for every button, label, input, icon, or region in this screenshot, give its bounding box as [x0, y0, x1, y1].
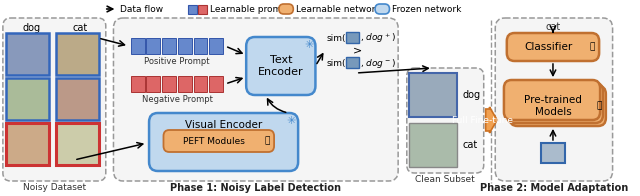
Text: 🔥: 🔥 [589, 43, 595, 52]
FancyBboxPatch shape [279, 4, 293, 14]
FancyBboxPatch shape [495, 18, 612, 181]
Text: Learnable prompt: Learnable prompt [210, 5, 291, 14]
Text: Classifier: Classifier [524, 42, 572, 52]
Text: Clean Subset: Clean Subset [415, 175, 475, 184]
FancyBboxPatch shape [3, 18, 106, 181]
Bar [6, 33, 49, 75]
Bar [56, 123, 99, 165]
FancyBboxPatch shape [149, 113, 298, 171]
Text: , $\mathit{dog}^+$): , $\mathit{dog}^+$) [360, 31, 396, 45]
Text: cat: cat [72, 23, 88, 33]
Text: Text
Encoder: Text Encoder [258, 55, 303, 77]
Text: dog: dog [463, 90, 481, 100]
Bar [6, 78, 49, 120]
Bar [59, 36, 96, 72]
Bar [147, 38, 160, 54]
FancyBboxPatch shape [375, 4, 390, 14]
Bar [9, 126, 46, 162]
Bar [147, 76, 160, 92]
Text: Phase 2: Model Adaptation: Phase 2: Model Adaptation [480, 183, 628, 193]
Text: Noisy Dataset: Noisy Dataset [23, 183, 86, 192]
Text: Full Fine-tune: Full Fine-tune [452, 115, 513, 124]
Text: $>$: $>$ [350, 46, 362, 56]
Bar [409, 73, 457, 117]
Bar [56, 78, 99, 120]
Text: Positive Prompt: Positive Prompt [144, 56, 210, 65]
Bar [162, 76, 176, 92]
Bar [209, 76, 223, 92]
Bar [131, 38, 145, 54]
Text: dog: dog [22, 23, 41, 33]
Text: cat: cat [545, 22, 561, 32]
Bar [9, 36, 46, 72]
Text: cat: cat [463, 140, 478, 150]
FancyBboxPatch shape [407, 68, 484, 173]
FancyBboxPatch shape [504, 80, 600, 120]
Bar [194, 76, 207, 92]
Bar [409, 123, 457, 167]
FancyBboxPatch shape [113, 18, 398, 181]
Text: Negative Prompt: Negative Prompt [141, 94, 212, 103]
Bar [194, 38, 207, 54]
Text: ✳: ✳ [287, 116, 296, 126]
Text: sim(: sim( [327, 58, 346, 67]
FancyBboxPatch shape [507, 83, 603, 123]
Bar [56, 33, 99, 75]
Text: Data flow: Data flow [120, 5, 163, 14]
Bar [9, 81, 46, 117]
Bar [346, 57, 358, 68]
Bar [189, 5, 197, 14]
Bar [59, 81, 96, 117]
Text: , $\mathit{dog}^-$): , $\mathit{dog}^-$) [360, 56, 396, 70]
FancyBboxPatch shape [507, 33, 599, 61]
Bar [6, 123, 49, 165]
Text: PEFT Modules: PEFT Modules [183, 136, 245, 145]
Text: 🔥: 🔥 [596, 102, 602, 111]
Bar [162, 38, 176, 54]
Text: Pre-trained
Models: Pre-trained Models [524, 95, 582, 117]
Text: Visual Encoder: Visual Encoder [185, 120, 262, 130]
Bar [178, 76, 192, 92]
Text: Frozen network: Frozen network [392, 5, 461, 14]
Bar [131, 76, 145, 92]
Bar [178, 38, 192, 54]
Text: 🔥: 🔥 [265, 136, 270, 145]
Bar [209, 38, 223, 54]
Text: Learnable network: Learnable network [296, 5, 381, 14]
Text: Phase 1: Noisy Label Detection: Phase 1: Noisy Label Detection [170, 183, 341, 193]
Bar [198, 5, 207, 14]
FancyArrow shape [486, 107, 497, 133]
Text: ✳: ✳ [304, 40, 314, 50]
Text: sim(: sim( [327, 34, 346, 43]
FancyBboxPatch shape [163, 130, 274, 152]
Bar [346, 32, 358, 43]
FancyBboxPatch shape [246, 37, 316, 95]
FancyBboxPatch shape [509, 86, 606, 126]
Bar [59, 126, 96, 162]
Bar [541, 143, 564, 163]
